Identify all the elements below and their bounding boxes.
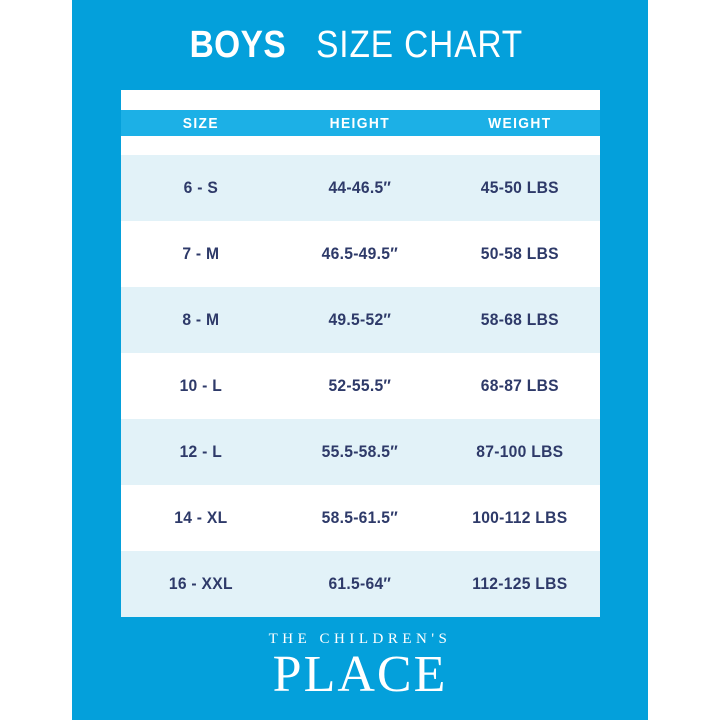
- column-header-weight: WEIGHT: [487, 114, 552, 132]
- weight-cell: 45-50 LBS: [480, 178, 559, 197]
- brand-name-top: THE CHILDREN'S: [268, 631, 452, 647]
- weight-cell: 100-112 LBS: [472, 508, 568, 527]
- table-row: 14 - XL 58.5-61.5″ 100-112 LBS: [120, 485, 600, 551]
- height-cell: 46.5-49.5″: [321, 244, 399, 263]
- weight-cell: 112-125 LBS: [472, 574, 568, 593]
- title-boys: BOYS: [189, 23, 286, 66]
- column-header-height: HEIGHT: [329, 114, 391, 132]
- header-spacer: [120, 136, 600, 155]
- size-cell: 16 - XXL: [168, 574, 233, 593]
- height-cell: 55.5-58.5″: [321, 442, 399, 461]
- size-cell: 8 - M: [181, 310, 219, 329]
- table-row: 8 - M 49.5-52″ 58-68 LBS: [120, 287, 600, 353]
- table-row: 6 - S 44-46.5″ 45-50 LBS: [120, 155, 600, 221]
- weight-cell: 68-87 LBS: [480, 376, 559, 395]
- size-table: SIZE HEIGHT WEIGHT 6 - S 44-46.5″ 45-50 …: [120, 90, 600, 617]
- height-cell: 52-55.5″: [328, 376, 392, 395]
- page-title: BOYS SIZE CHART: [183, 0, 538, 90]
- title-size-chart: SIZE CHART: [316, 23, 524, 66]
- size-chart-card: BOYS SIZE CHART SIZE HEIGHT WEIGHT 6 - S…: [72, 0, 648, 720]
- weight-cell: 50-58 LBS: [480, 244, 559, 263]
- size-cell: 6 - S: [183, 178, 218, 197]
- size-cell: 12 - L: [179, 442, 222, 461]
- brand-name-main: PLACE: [272, 646, 448, 703]
- height-cell: 49.5-52″: [328, 310, 392, 329]
- size-cell: 14 - XL: [173, 508, 227, 527]
- table-row: 16 - XXL 61.5-64″ 112-125 LBS: [120, 551, 600, 617]
- height-cell: 61.5-64″: [328, 574, 392, 593]
- table-row: 7 - M 46.5-49.5″ 50-58 LBS: [120, 221, 600, 287]
- table-header-row: SIZE HEIGHT WEIGHT: [120, 110, 600, 136]
- weight-cell: 58-68 LBS: [480, 310, 559, 329]
- brand-logo: THE CHILDREN'S PLACE: [269, 631, 452, 701]
- weight-cell: 87-100 LBS: [476, 442, 564, 461]
- column-header-size: SIZE: [182, 114, 219, 132]
- table-row: 10 - L 52-55.5″ 68-87 LBS: [120, 353, 600, 419]
- size-cell: 10 - L: [179, 376, 222, 395]
- height-cell: 44-46.5″: [328, 178, 392, 197]
- size-cell: 7 - M: [181, 244, 219, 263]
- table-row: 12 - L 55.5-58.5″ 87-100 LBS: [120, 419, 600, 485]
- height-cell: 58.5-61.5″: [321, 508, 399, 527]
